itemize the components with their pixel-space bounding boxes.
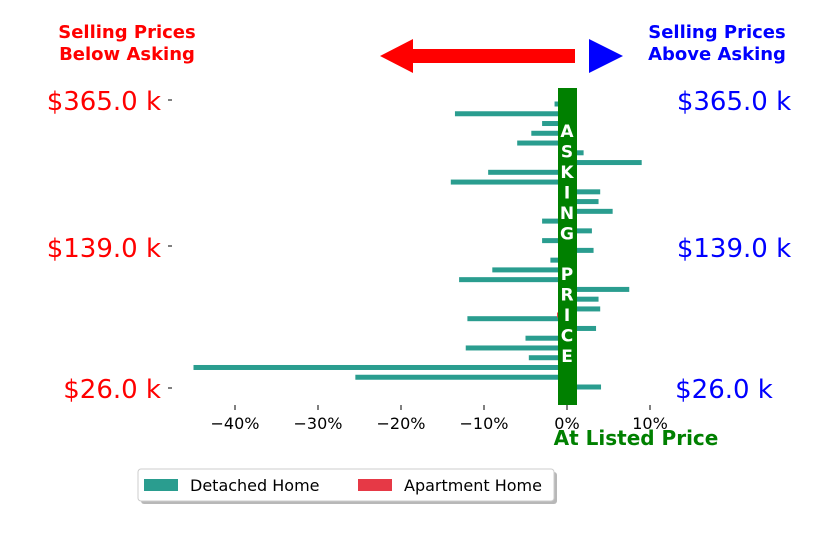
asking-price-letter: G [560, 225, 574, 245]
legend-label-apartment: Apartment Home [404, 476, 542, 495]
bar-detached [567, 208, 613, 214]
x-tick-label: −10% [460, 414, 509, 433]
asking-price-letter: C [561, 327, 573, 347]
bar-detached [467, 316, 567, 322]
bars-group [193, 101, 642, 390]
x-tick-label: 0% [554, 414, 579, 433]
bar-detached [542, 121, 567, 127]
legend: Detached Home Apartment Home [137, 468, 557, 504]
price-label-right-high: $365.0 k [677, 87, 791, 117]
bar-detached [567, 296, 599, 302]
asking-price-letter: N [560, 204, 574, 224]
bar-detached [355, 374, 567, 380]
price-label-left-mid: $139.0 k [47, 234, 161, 264]
bar-detached [567, 160, 642, 166]
bar-detached [567, 325, 597, 331]
bar-detached [465, 345, 567, 351]
bar-detached [517, 140, 567, 146]
x-tick-label: −40% [211, 414, 260, 433]
right-header-line1: Selling Prices [648, 22, 785, 43]
bar-detached [567, 199, 599, 205]
bar-detached [531, 130, 567, 136]
bar-detached [193, 364, 567, 370]
at-listed-price-label: At Listed Price [554, 426, 719, 450]
price-label-right-mid: $139.0 k [677, 234, 791, 264]
bar-detached [488, 169, 567, 175]
legend-label-detached: Detached Home [190, 476, 320, 495]
asking-price-letter: I [564, 306, 570, 326]
bar-detached [542, 218, 567, 224]
bar-detached [525, 335, 567, 341]
bar-detached [450, 179, 567, 185]
right-header-line2: Above Asking [648, 44, 786, 65]
bar-detached [454, 111, 567, 117]
asking-price-band [558, 88, 577, 405]
bar-detached [528, 355, 567, 361]
asking-price-letter: S [561, 143, 573, 163]
price-label-left-high: $365.0 k [47, 87, 161, 117]
legend-swatch-detached [144, 479, 178, 491]
price-label-left-low: $26.0 k [63, 375, 161, 405]
price-label-right-low: $26.0 k [675, 375, 773, 405]
x-tick-label: −30% [294, 414, 343, 433]
bar-detached [542, 238, 567, 244]
legend-swatch-apartment [358, 479, 392, 491]
asking-price-letter: R [560, 286, 573, 306]
asking-price-letter: E [561, 347, 573, 367]
asking-price-letter: K [560, 163, 574, 183]
bar-detached [567, 189, 601, 195]
bar-detached [459, 277, 567, 283]
bar-detached [567, 384, 602, 390]
x-tick-label: 10% [632, 414, 668, 433]
bar-detached [567, 228, 592, 234]
x-tick-label: −20% [377, 414, 426, 433]
asking-price-letter: A [560, 122, 574, 142]
bar-detached [567, 247, 594, 253]
right-arrow-icon [589, 39, 623, 73]
bar-detached [567, 306, 601, 312]
bar-detached [492, 267, 567, 273]
left-arrow-icon [380, 39, 575, 73]
asking-price-letter: I [564, 184, 570, 204]
x-axis: −40% −30% −20% −10% 0% 10% [211, 405, 668, 433]
bar-detached [567, 286, 630, 292]
left-header-line2: Below Asking [59, 44, 195, 65]
left-header-line1: Selling Prices [58, 22, 195, 43]
asking-price-letter: P [561, 265, 573, 285]
